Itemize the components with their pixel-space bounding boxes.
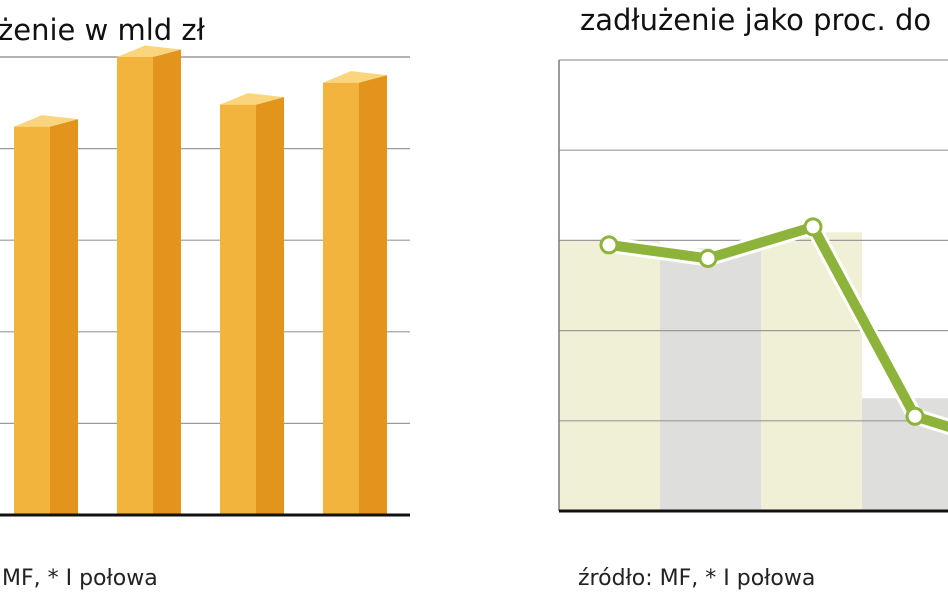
bar-1 — [117, 45, 181, 515]
bar-front — [117, 57, 153, 515]
bar-0 — [14, 115, 78, 515]
bar-3 — [323, 71, 387, 515]
bar-chart-panel: żenie w mld zł MF, * I połowa — [0, 13, 410, 591]
bar-side — [359, 75, 387, 515]
line-chart-title: zadłużenie jako proc. do — [580, 3, 931, 37]
line-point-marker — [599, 235, 619, 255]
bar-front — [14, 126, 50, 515]
bar-side — [256, 97, 284, 515]
line-chart-panel: zadłużenie jako proc. do źródło: MF, * I… — [558, 3, 948, 591]
bar-top — [323, 71, 387, 83]
year-band — [660, 248, 761, 511]
bar-top — [117, 45, 181, 57]
line-point-marker — [803, 217, 823, 237]
line-chart-source: źródło: MF, * I połowa — [578, 566, 815, 591]
line-point-marker — [698, 248, 718, 268]
bar-top — [220, 93, 284, 105]
bar-chart-source: MF, * I połowa — [2, 566, 158, 591]
bar-top — [14, 115, 78, 127]
bar-side — [50, 119, 78, 515]
bar-side — [153, 49, 181, 515]
year-band — [559, 240, 660, 511]
bar-chart-title: żenie w mld zł — [0, 13, 206, 47]
line-point-marker — [905, 406, 925, 426]
bar-front — [323, 82, 359, 515]
bar-series — [14, 45, 387, 515]
line-series — [599, 217, 948, 436]
bar-2 — [220, 93, 284, 515]
bar-front — [220, 104, 256, 515]
